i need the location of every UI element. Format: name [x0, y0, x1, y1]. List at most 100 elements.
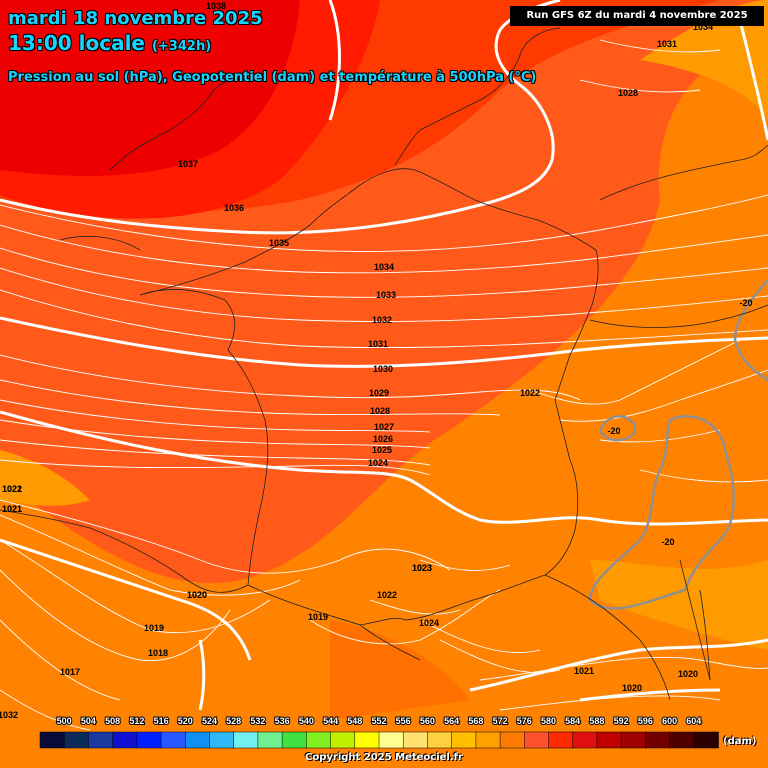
model-run-badge: Run GFS 6Z du mardi 4 novembre 2025	[510, 6, 764, 26]
legend-swatch	[669, 731, 695, 749]
legend-value: 552	[371, 716, 386, 726]
isobar-label: 1019	[308, 612, 328, 622]
map-description: Pression au sol (hPa), Geopotentiel (dam…	[8, 70, 537, 85]
isobar-label: 1017	[60, 667, 80, 677]
isobar-label: 1021	[2, 504, 22, 514]
legend-swatch	[306, 731, 332, 749]
legend-value: 540	[299, 716, 314, 726]
legend-swatch	[548, 731, 574, 749]
legend-swatch	[620, 731, 647, 749]
isobar-label: 1032	[372, 315, 392, 325]
legend-value: 576	[517, 716, 532, 726]
legend-unit: (dam)	[723, 736, 757, 747]
isobar-label: 1030	[373, 364, 393, 374]
legend-swatch	[645, 731, 671, 749]
isobar-label: 1018	[148, 648, 168, 658]
color-legend-bar	[39, 731, 719, 749]
legend-swatch	[88, 731, 114, 749]
copyright-text: Copyright 2025 Meteociel.fr	[305, 752, 463, 763]
isobar-label: 1021	[574, 666, 594, 676]
legend-swatch	[233, 731, 259, 749]
color-legend-values: 500 504 508 512 516 520 524 528 532 536 540 544 548 5…	[56, 715, 703, 727]
isobar-label: 1032	[0, 710, 18, 720]
forecast-time: 13:00 locale (+342h)	[8, 31, 211, 55]
forecast-date: mardi 18 novembre 2025	[8, 8, 263, 29]
legend-swatch	[693, 731, 719, 749]
legend-value: 572	[493, 716, 508, 726]
isobar-label: 1025	[372, 445, 392, 455]
isobar-label: 1020	[622, 683, 642, 693]
isobar-label: 1036	[224, 203, 244, 213]
legend-value: 592	[614, 716, 629, 726]
legend-swatch	[112, 731, 138, 749]
legend-value: 544	[323, 716, 338, 726]
isobar-label: 1029	[369, 388, 389, 398]
isobar-label: 1023	[412, 563, 432, 573]
legend-value: 564	[444, 716, 459, 726]
legend-value: 508	[105, 716, 120, 726]
legend-value: 516	[154, 716, 169, 726]
isobar-label: 1035	[269, 238, 289, 248]
legend-value: 536	[275, 716, 290, 726]
legend-value: 580	[541, 716, 556, 726]
isobar-labels: 1038 1037 1036 1035 1034 1033 1032 1031 1030 1029…	[0, 1, 713, 720]
isobar-label: 1021	[2, 504, 22, 514]
forecast-time-label: 13:00 locale	[8, 31, 145, 55]
legend-value: 532	[250, 716, 265, 726]
legend-swatch	[596, 731, 622, 749]
legend-swatch	[499, 731, 526, 749]
temperature-label: -20	[661, 537, 674, 547]
legend-swatch	[160, 731, 187, 749]
legend-value: 528	[226, 716, 241, 726]
isobar-label: 1028	[370, 406, 390, 416]
land-borders	[0, 27, 768, 701]
legend-swatch	[39, 731, 65, 749]
legend-swatch	[209, 731, 235, 749]
legend-swatch	[475, 731, 501, 749]
isobar-label: 1021	[2, 484, 22, 494]
isobar-label: 1024	[419, 618, 439, 628]
isobar-label: 1026	[373, 434, 393, 444]
legend-swatch	[378, 731, 404, 749]
legend-swatch	[572, 731, 598, 749]
legend-swatch	[185, 731, 211, 749]
isobar-label: 1024	[368, 458, 388, 468]
isobar-label: 1034	[693, 22, 713, 32]
isobar-label: 1020	[187, 590, 207, 600]
legend-value: 556	[396, 716, 411, 726]
legend-swatch	[402, 731, 429, 749]
legend-swatch	[136, 731, 162, 749]
temperature-label: -20	[739, 298, 752, 308]
legend-value: 500	[57, 716, 72, 726]
legend-value: 584	[565, 716, 580, 726]
forecast-lead-hours: (+342h)	[151, 39, 212, 54]
legend-value: 600	[662, 716, 677, 726]
isobar-label: 1031	[368, 339, 388, 349]
legend-value: 548	[347, 716, 362, 726]
legend-value: 568	[468, 716, 483, 726]
legend-value: 524	[202, 716, 217, 726]
isobar-label: 1027	[374, 422, 394, 432]
legend-value: 604	[686, 716, 701, 726]
legend-swatch	[354, 731, 380, 749]
isobar-label: 1028	[618, 88, 638, 98]
isobar-label: 1022	[377, 590, 397, 600]
legend-swatch	[451, 731, 477, 749]
isobar-label: 1038	[206, 1, 226, 11]
geopotential-lines	[0, 0, 768, 711]
temperature-label: -20	[607, 426, 620, 436]
isobar-label: 1022	[2, 484, 22, 494]
legend-value: 588	[589, 716, 604, 726]
legend-value: 520	[178, 716, 193, 726]
legend-swatch	[281, 731, 308, 749]
legend-value: 560	[420, 716, 435, 726]
temperature-labels: -20 -20 -20	[607, 298, 752, 547]
legend-value: 504	[81, 716, 96, 726]
isobar-label: 1037	[178, 159, 198, 169]
isobar-label: 1020	[678, 669, 698, 679]
legend-value: 596	[638, 716, 653, 726]
isobar-label: 1034	[374, 262, 394, 272]
legend-swatch	[524, 731, 550, 749]
